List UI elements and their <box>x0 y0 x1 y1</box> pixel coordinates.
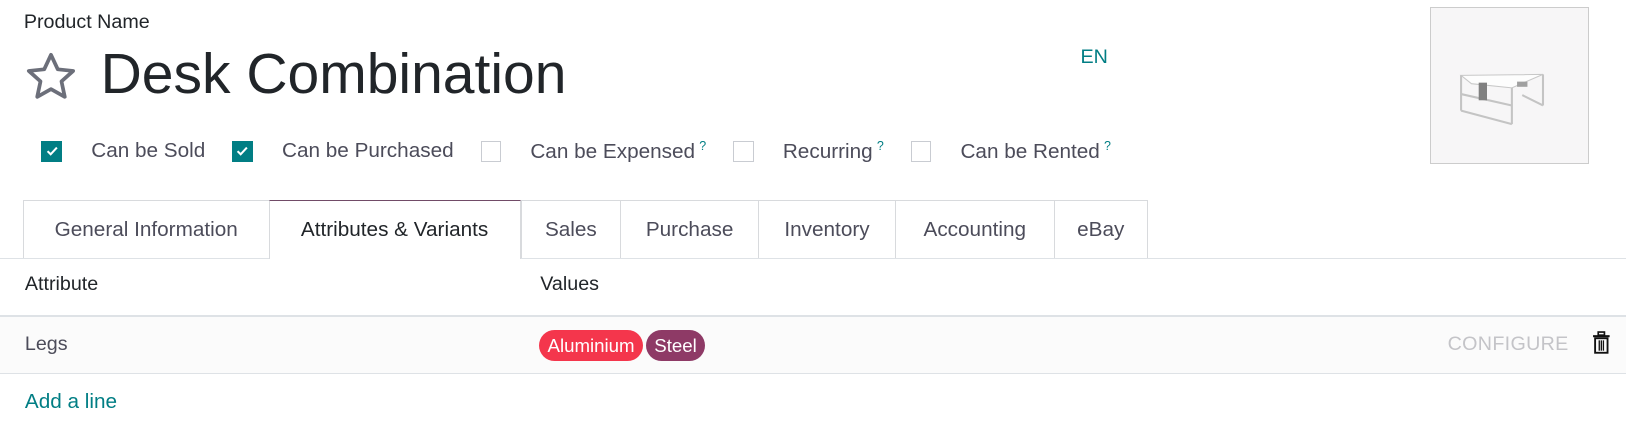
can-be-expensed-checkbox[interactable] <box>480 141 502 162</box>
can-be-purchased-checkbox[interactable] <box>232 141 253 162</box>
configure-button[interactable]: CONFIGURE <box>1447 332 1569 355</box>
value-tag-aluminium: Aluminium <box>539 329 643 361</box>
tab-sales[interactable]: Sales <box>520 200 622 259</box>
recurring-checkbox[interactable] <box>733 141 754 162</box>
values-cell[interactable]: Aluminium Steel <box>539 329 708 361</box>
tab-general-information[interactable]: General Information <box>22 200 270 259</box>
product-name-label: Product Name <box>23 11 150 34</box>
language-button[interactable]: EN <box>1080 45 1108 68</box>
desk-image <box>1459 74 1545 126</box>
can-be-expensed-label: Can be Expensed? <box>530 138 707 163</box>
column-header-attribute[interactable]: Attribute <box>24 272 99 295</box>
tab-attributes-variants[interactable]: Attributes & Variants <box>268 200 521 260</box>
can-be-sold-label: Can be Sold <box>91 139 206 163</box>
product-image[interactable] <box>1430 7 1589 164</box>
can-be-purchased-label: Can be Purchased <box>282 139 454 163</box>
tab-purchase[interactable]: Purchase <box>620 200 760 259</box>
recurring-label: Recurring? <box>782 138 884 163</box>
table-row[interactable]: Legs Aluminium Steel <box>0 315 1626 375</box>
value-tag-steel: Steel <box>646 329 706 361</box>
notebook-tabs: General Information Attributes & Variant… <box>0 200 1626 260</box>
check-icon <box>46 147 58 157</box>
product-options: Can be Sold Can be Purchased Can be Expe… <box>41 139 1137 164</box>
tab-ebay[interactable]: eBay <box>1053 200 1148 259</box>
can-be-rented-label: Can be Rented? <box>960 138 1111 163</box>
column-header-values[interactable]: Values <box>540 272 600 295</box>
help-tooltip-icon[interactable]: ? <box>699 138 707 153</box>
tab-inventory[interactable]: Inventory <box>758 200 896 259</box>
help-tooltip-icon[interactable]: ? <box>1103 138 1111 153</box>
attribute-cell[interactable]: Legs <box>24 332 68 355</box>
add-line-link[interactable]: Add a line <box>24 389 118 413</box>
can-be-sold-checkbox[interactable] <box>41 141 63 162</box>
can-be-rented-checkbox[interactable] <box>910 141 932 162</box>
help-tooltip-icon[interactable]: ? <box>876 138 884 153</box>
trash-icon[interactable] <box>1592 331 1611 354</box>
tab-accounting[interactable]: Accounting <box>894 200 1055 259</box>
check-icon <box>237 147 249 157</box>
star-outline-icon[interactable] <box>23 49 79 105</box>
product-name-input[interactable]: Desk Combination <box>100 42 567 107</box>
